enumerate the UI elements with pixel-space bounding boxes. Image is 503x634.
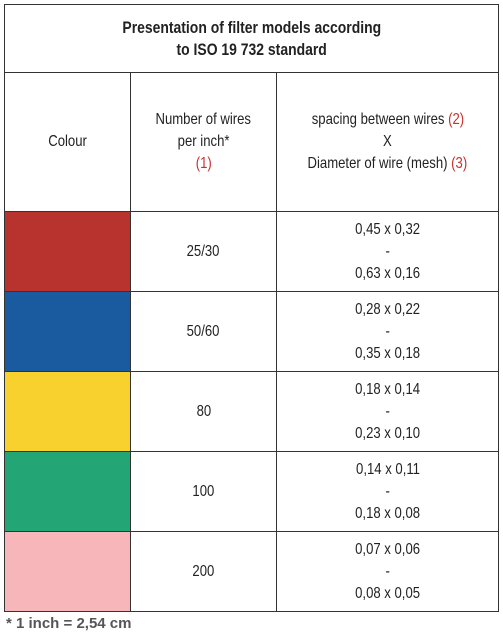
spacing-value: 0,18 x 0,14 [355, 380, 420, 398]
wires-cell: 80 [130, 371, 277, 452]
wires-cell: 100 [130, 451, 277, 532]
wires-cell: 50/60 [130, 291, 277, 372]
header-cell: Colour [4, 72, 131, 212]
spacing-value: 0,08 x 0,05 [355, 584, 420, 602]
reference: (1) [195, 155, 212, 172]
header-text: Diameter of wire (mesh) (3) [308, 153, 468, 175]
spacing-value: - [385, 242, 390, 260]
colour-swatch [4, 211, 131, 292]
colour-swatch [4, 371, 131, 452]
header-text: Diameter of wire (mesh) [307, 155, 448, 172]
spacing-cell: 0,07 x 0,06 - 0,08 x 0,05 [276, 531, 499, 612]
wires-value: 100 [192, 482, 215, 500]
footnote: * 1 inch = 2,54 cm [6, 615, 132, 632]
colour-swatch [4, 291, 131, 372]
header-text: per inch* [177, 133, 230, 150]
spacing-value: 0,14 x 0,11 [355, 460, 420, 478]
spacing-value: - [385, 562, 390, 580]
title-line: Presentation of filter models according [122, 17, 381, 37]
spacing-cell: 0,28 x 0,22 - 0,35 x 0,18 [276, 291, 499, 372]
title-line: to ISO 19 732 standard [176, 39, 327, 59]
header-text: spacing between wires (2) [311, 109, 463, 131]
spacing-cell: 0,18 x 0,14 - 0,23 x 0,10 [276, 371, 499, 452]
spacing-cell: 0,14 x 0,11 - 0,18 x 0,08 [276, 451, 499, 532]
spacing-value: 0,18 x 0,08 [355, 504, 420, 522]
colour-swatch [4, 451, 131, 532]
spacing-cell: 0,45 x 0,32 - 0,63 x 0,16 [276, 211, 499, 292]
header-cell: spacing between wires (2) X Diameter of … [276, 72, 499, 212]
header-text: spacing between wires [311, 111, 445, 128]
wires-cell: 200 [130, 531, 277, 612]
spacing-value: - [385, 482, 390, 500]
reference: (3) [451, 155, 468, 172]
spacing-value: - [385, 322, 390, 340]
reference: (2) [447, 111, 464, 128]
header-cell: Number of wires per inch* (1) [130, 72, 277, 212]
spacing-value: 0,28 x 0,22 [355, 300, 420, 318]
spacing-value: 0,45 x 0,32 [355, 220, 420, 238]
wires-cell: 25/30 [130, 211, 277, 292]
colour-swatch [4, 531, 131, 612]
wires-value: 25/30 [187, 242, 220, 260]
wires-value: 50/60 [187, 322, 220, 340]
wires-value: 80 [196, 402, 211, 420]
spacing-value: - [385, 402, 390, 420]
header-text: X [383, 133, 392, 150]
wires-value: 200 [192, 562, 215, 580]
spacing-value: 0,23 x 0,10 [355, 424, 420, 442]
spacing-value: 0,63 x 0,16 [355, 264, 420, 282]
spacing-value: 0,35 x 0,18 [355, 344, 420, 362]
spacing-value: 0,07 x 0,06 [355, 540, 420, 558]
header-text: Colour [48, 133, 87, 150]
header-text: Number of wires [155, 111, 252, 128]
title-cell: Presentation of filter models according … [4, 4, 499, 73]
